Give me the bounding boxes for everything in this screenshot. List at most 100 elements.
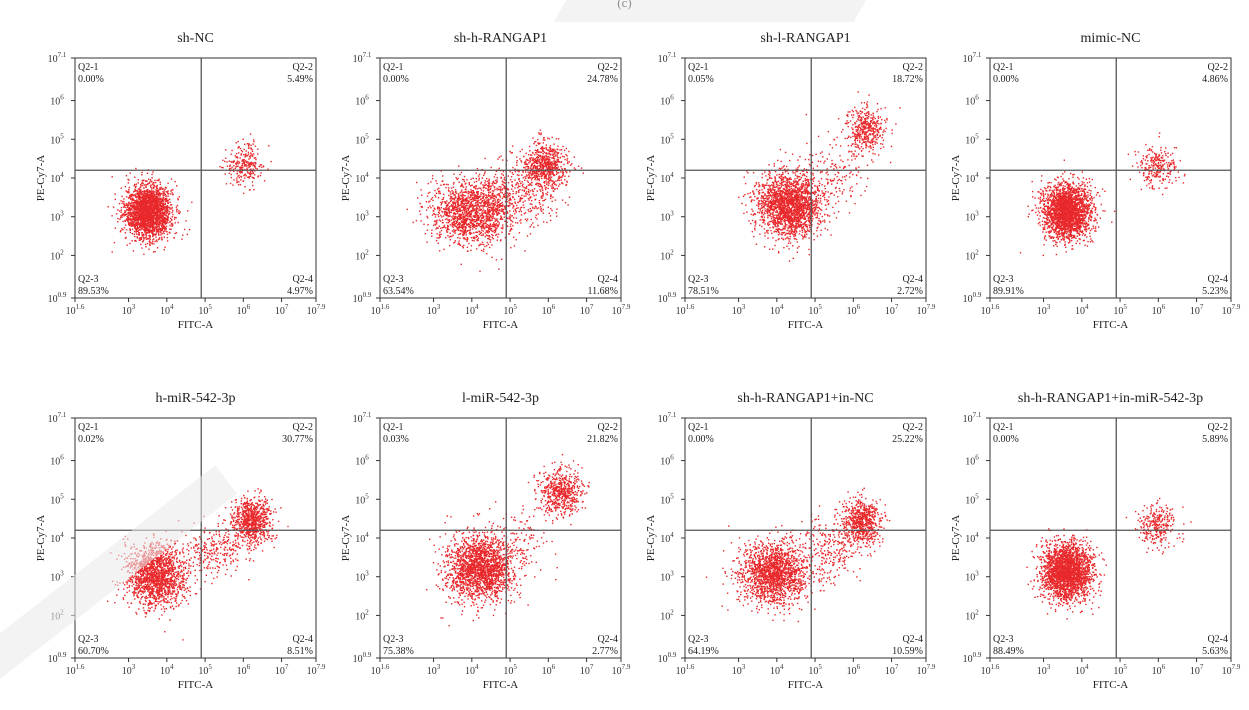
scatter-point bbox=[137, 219, 138, 220]
scatter-point bbox=[245, 153, 246, 154]
scatter-point bbox=[434, 195, 435, 196]
scatter-point bbox=[140, 209, 141, 210]
scatter-point bbox=[496, 223, 497, 224]
scatter-point bbox=[479, 202, 480, 203]
scatter-point bbox=[442, 219, 443, 220]
scatter-point bbox=[242, 165, 243, 166]
scatter-point bbox=[161, 210, 162, 211]
scatter-point bbox=[468, 219, 469, 220]
scatter-point bbox=[132, 225, 133, 226]
scatter-point bbox=[477, 193, 478, 194]
scatter-point bbox=[537, 160, 538, 161]
scatter-point bbox=[238, 181, 239, 182]
scatter-point bbox=[442, 227, 443, 228]
scatter-point bbox=[512, 172, 513, 173]
scatter-point bbox=[127, 209, 128, 210]
scatter-point bbox=[139, 218, 140, 219]
scatter-point bbox=[487, 188, 488, 189]
scatter-point bbox=[463, 179, 464, 180]
scatter-point bbox=[239, 167, 240, 168]
x-tick-label: 105 bbox=[198, 303, 212, 317]
scatter-point bbox=[472, 226, 473, 227]
scatter-point bbox=[142, 222, 143, 223]
scatter-point bbox=[490, 241, 491, 242]
scatter-point bbox=[489, 236, 490, 237]
scatter-point bbox=[151, 190, 152, 191]
scatter-point bbox=[446, 218, 447, 219]
scatter-point bbox=[452, 224, 453, 225]
scatter-point bbox=[509, 151, 510, 152]
scatter-point bbox=[164, 220, 165, 221]
scatter-point bbox=[492, 185, 493, 186]
scatter-point bbox=[431, 230, 432, 231]
scatter-point bbox=[453, 183, 454, 184]
scatter-point bbox=[532, 137, 533, 138]
scatter-point bbox=[488, 227, 489, 228]
scatter-point bbox=[437, 227, 438, 228]
scatter-point bbox=[159, 187, 160, 188]
scatter-point bbox=[133, 224, 134, 225]
scatter-point bbox=[140, 185, 141, 186]
scatter-point bbox=[462, 212, 463, 213]
scatter-point bbox=[130, 172, 131, 173]
scatter-point bbox=[583, 173, 584, 174]
scatter-point bbox=[516, 239, 517, 240]
scatter-point bbox=[470, 215, 471, 216]
scatter-point bbox=[164, 199, 165, 200]
scatter-point bbox=[152, 205, 153, 206]
scatter-point bbox=[231, 154, 232, 155]
scatter-point bbox=[134, 231, 135, 232]
scatter-point bbox=[243, 161, 244, 162]
scatter-point bbox=[541, 133, 542, 134]
scatter-point bbox=[527, 166, 528, 167]
scatter-point bbox=[176, 209, 177, 210]
scatter-point bbox=[135, 195, 136, 196]
scatter-point bbox=[141, 218, 142, 219]
scatter-point bbox=[143, 180, 144, 181]
scatter-point bbox=[487, 235, 488, 236]
scatter-point bbox=[567, 161, 568, 162]
scatter-point bbox=[438, 237, 439, 238]
scatter-point bbox=[533, 167, 534, 168]
scatter-point bbox=[551, 157, 552, 158]
scatter-point bbox=[535, 178, 536, 179]
scatter-point bbox=[153, 224, 154, 225]
scatter-point bbox=[154, 198, 155, 199]
scatter-point bbox=[485, 210, 486, 211]
scatter-point bbox=[503, 171, 504, 172]
y-tick-label: 106 bbox=[50, 94, 64, 108]
scatter-point bbox=[482, 223, 483, 224]
scatter-point bbox=[153, 191, 154, 192]
scatter-point bbox=[478, 216, 479, 217]
scatter-point bbox=[419, 210, 420, 211]
scatter-point bbox=[129, 187, 130, 188]
scatter-point bbox=[463, 223, 464, 224]
scatter-point bbox=[495, 183, 496, 184]
scatter-point bbox=[478, 238, 479, 239]
scatter-point bbox=[252, 155, 253, 156]
scatter-point bbox=[566, 155, 567, 156]
scatter-point bbox=[492, 213, 493, 214]
scatter-point bbox=[496, 259, 497, 260]
scatter-point bbox=[233, 165, 234, 166]
scatter-point bbox=[158, 191, 159, 192]
scatter-point bbox=[478, 220, 479, 221]
scatter-point bbox=[421, 207, 422, 208]
scatter-point bbox=[130, 226, 131, 227]
scatter-point bbox=[240, 148, 241, 149]
scatter-point bbox=[534, 179, 535, 180]
scatter-point bbox=[253, 141, 254, 142]
scatter-point bbox=[131, 219, 132, 220]
scatter-point bbox=[162, 211, 163, 212]
scatter-point bbox=[540, 134, 541, 135]
scatter-point bbox=[500, 191, 501, 192]
scatter-point bbox=[425, 233, 426, 234]
scatter-point bbox=[531, 179, 532, 180]
scatter-point bbox=[148, 199, 149, 200]
scatter-point bbox=[478, 225, 479, 226]
scatter-point bbox=[460, 245, 461, 246]
scatter-point bbox=[149, 219, 150, 220]
scatter-point bbox=[433, 225, 434, 226]
scatter-point bbox=[470, 204, 471, 205]
